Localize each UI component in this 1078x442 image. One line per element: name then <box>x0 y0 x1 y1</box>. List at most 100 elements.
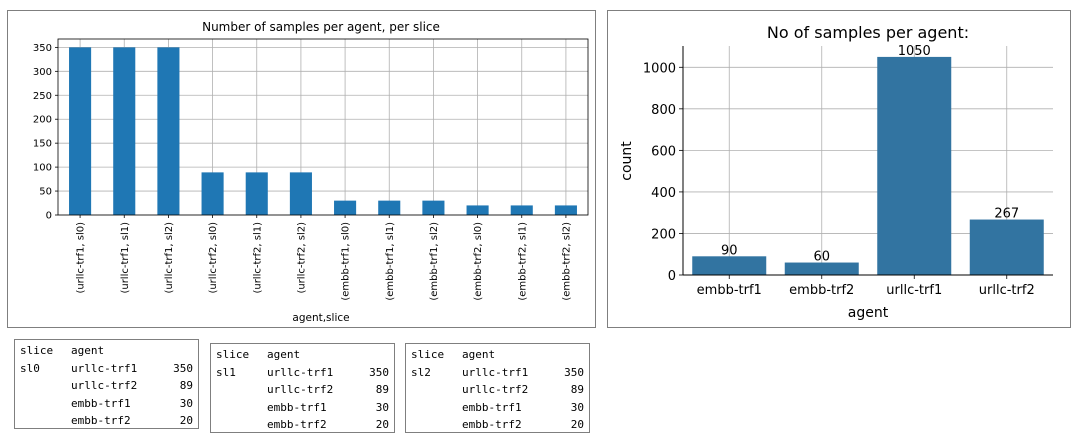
bar-3 <box>201 172 224 215</box>
table-row: embb-trf1 30 <box>20 395 193 412</box>
x-tick-label: (urllc-trf2, sl1) <box>252 222 263 294</box>
y-tick-label: 300 <box>33 67 52 78</box>
table-header: slice agent <box>411 346 584 363</box>
header-agent: agent <box>267 348 301 361</box>
cell-agent: embb-trf1 <box>267 400 327 414</box>
x-tick-label: (embb-trf2, sl1) <box>517 222 528 301</box>
x-tick-label: (embb-trf1, sl2) <box>429 222 440 301</box>
x-tick-label: urllc-trf2 <box>979 283 1035 298</box>
bar-6 <box>334 200 357 215</box>
cell-slice: sl1 <box>216 365 236 379</box>
bar-3 <box>969 219 1044 275</box>
cell-agent: embb-trf2 <box>71 414 131 427</box>
bar-2 <box>877 56 952 276</box>
chart-panel-per-slice: Number of samples per agent, per slice a… <box>7 10 596 328</box>
x-tick-label: (embb-trf1, sl0) <box>341 222 352 301</box>
bar-8 <box>422 200 445 215</box>
table-row: sl2 urllc-trf1 350 <box>411 364 584 381</box>
x-tick-label: (urllc-trf1, sl0) <box>76 222 87 294</box>
chart-title: Number of samples per agent, per slice <box>202 20 440 34</box>
cell-agent: urllc-trf1 <box>71 361 138 375</box>
y-tick-label: 600 <box>651 144 676 159</box>
chart-per-agent: No of samples per agent: agent count 0 20… <box>619 23 1053 321</box>
table-row: embb-trf2 20 <box>216 416 389 433</box>
y-tick-label: 0 <box>46 211 52 222</box>
bar-7 <box>378 200 401 215</box>
x-tick-label: (embb-trf2, sl2) <box>561 222 572 301</box>
x-tick-label: embb-trf1 <box>697 283 762 298</box>
cell-count: 30 <box>375 400 389 414</box>
cell-count: 350 <box>564 365 584 379</box>
y-axis-label: count <box>619 141 635 181</box>
table-row: urllc-trf2 89 <box>216 381 389 398</box>
cell-agent: urllc-trf1 <box>267 365 334 379</box>
table-row: embb-trf2 20 <box>411 416 584 433</box>
y-tick-label: 350 <box>33 43 52 54</box>
bar-value-label: 1050 <box>898 44 931 59</box>
y-tick-label: 100 <box>33 163 52 174</box>
cell-agent: embb-trf1 <box>71 396 131 410</box>
x-tick-label: (urllc-trf1, sl2) <box>164 222 175 294</box>
table-slice-sl0: slice agent sl0 urllc-trf1 350 urllc-trf2 89 em… <box>14 339 199 429</box>
chart-panel-per-agent: No of samples per agent: agent count 0 20… <box>607 10 1071 328</box>
header-slice: slice <box>411 348 445 361</box>
cell-agent: urllc-trf2 <box>462 383 529 396</box>
plot-area: 0 200 400 600 800 1000 90 embb-trf1 60 embb-trf2 1… <box>643 44 1053 298</box>
cell-count: 89 <box>570 383 584 396</box>
y-tick-label: 150 <box>33 139 52 150</box>
y-tick-label: 800 <box>651 103 676 118</box>
table-row: sl0 urllc-trf1 350 <box>20 360 193 377</box>
cell-agent: embb-trf2 <box>462 418 522 431</box>
header-agent: agent <box>462 348 496 361</box>
cell-slice: sl2 <box>411 365 431 379</box>
cell-agent: embb-trf1 <box>462 400 522 414</box>
plot-frame <box>57 38 589 216</box>
table-row: urllc-trf2 89 <box>411 381 584 398</box>
chart-title: No of samples per agent: <box>767 23 969 42</box>
y-tick-label: 200 <box>33 115 52 126</box>
y-tick-label: 200 <box>651 227 676 242</box>
bar-0 <box>69 47 92 215</box>
y-tick-label: 50 <box>39 187 52 198</box>
x-tick-label: (embb-trf2, sl0) <box>473 222 484 301</box>
x-tick-label: urllc-trf1 <box>886 283 942 298</box>
y-tick-label: 1000 <box>643 61 676 76</box>
table-slice-sl2: slice agent sl2 urllc-trf1 350 urllc-trf2 89 em… <box>405 343 590 433</box>
cell-agent: urllc-trf2 <box>71 379 138 392</box>
x-tick-label: (urllc-trf1, sl1) <box>120 222 131 294</box>
bar-5 <box>289 172 312 215</box>
y-tick-label: 250 <box>33 91 52 102</box>
chart-per-agent-per-slice: Number of samples per agent, per slice a… <box>33 20 589 324</box>
bar-value-label: 267 <box>994 207 1019 222</box>
bar-9 <box>466 205 489 215</box>
bar-10 <box>510 205 533 215</box>
x-axis-label: agent <box>848 305 889 321</box>
x-tick-label: (urllc-trf2, sl0) <box>208 222 219 294</box>
table-row: embb-trf2 20 <box>20 412 193 429</box>
bar-11 <box>554 205 577 215</box>
bar-value-label: 90 <box>721 243 738 258</box>
cell-agent: urllc-trf1 <box>462 365 529 379</box>
header-slice: slice <box>20 344 54 357</box>
cell-count: 30 <box>179 396 193 410</box>
cell-agent: embb-trf2 <box>267 418 327 431</box>
cell-count: 20 <box>375 418 389 431</box>
bar-value-label: 60 <box>813 250 830 265</box>
x-tick-label: (embb-trf1, sl1) <box>385 222 396 301</box>
cell-agent: urllc-trf2 <box>267 383 334 396</box>
header-slice: slice <box>216 348 250 361</box>
table-header: slice agent <box>216 346 389 363</box>
cell-slice: sl0 <box>20 361 40 375</box>
x-axis-label: agent,slice <box>292 312 349 324</box>
cell-count: 20 <box>570 418 584 431</box>
cell-count: 89 <box>375 383 389 396</box>
bar-1 <box>113 47 136 215</box>
bar-1 <box>784 262 859 275</box>
cell-count: 350 <box>369 365 389 379</box>
table-slice-sl1: slice agent sl1 urllc-trf1 350 urllc-trf2 89 em… <box>210 343 395 433</box>
table-row: embb-trf1 30 <box>216 399 389 416</box>
x-tick-label: embb-trf2 <box>789 283 854 298</box>
table-row: sl1 urllc-trf1 350 <box>216 364 389 381</box>
cell-count: 20 <box>179 414 193 427</box>
cell-count: 89 <box>179 379 193 392</box>
